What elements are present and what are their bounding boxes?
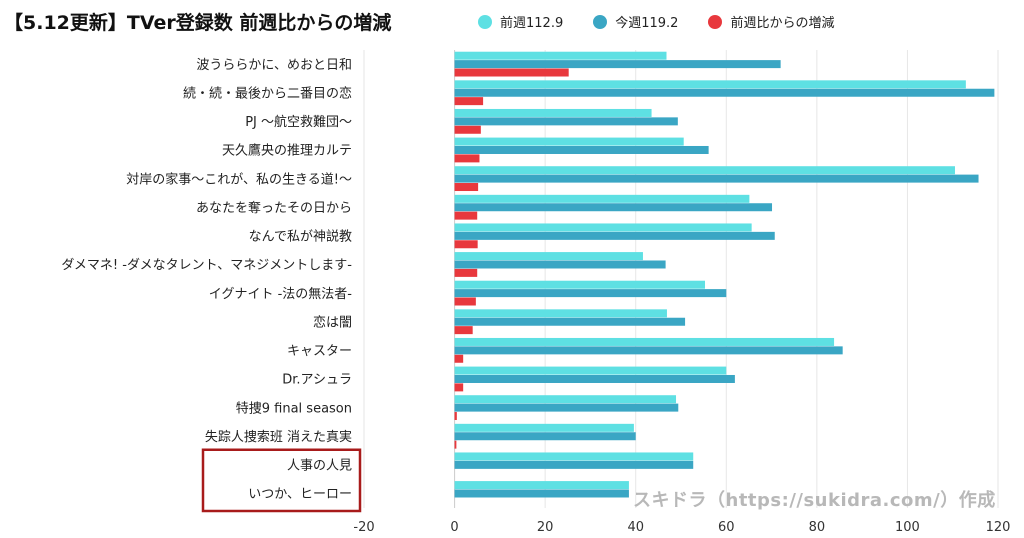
bar-s1-3: [454, 145, 709, 154]
bar-s2-2: [454, 125, 481, 134]
bar-s2-10: [454, 354, 464, 363]
bar-s1-10: [454, 346, 843, 355]
bar-s1-7: [454, 260, 666, 269]
category-label-3: 天久鷹央の推理カルテ: [222, 144, 352, 159]
bar-s0-15: [454, 481, 629, 490]
category-label-4: 対岸の家事〜これが、私の生きる道!〜: [126, 171, 352, 187]
legend-swatch-previous-week: [478, 14, 492, 29]
legend-swatch-change: [708, 14, 723, 29]
bar-s0-12: [454, 395, 677, 404]
bar-s1-6: [454, 231, 775, 240]
x-tick-label-3: 40: [627, 520, 644, 535]
category-label-10: キャスター: [287, 344, 352, 359]
bar-s0-3: [454, 137, 684, 146]
bar-s0-13: [454, 423, 634, 432]
highlight-box: [201, 448, 362, 513]
bar-s2-3: [454, 154, 480, 163]
bar-s0-14: [454, 452, 694, 461]
bar-s1-2: [454, 117, 678, 126]
bar-s2-12: [454, 412, 457, 421]
category-label-2: PJ 〜航空救難団〜: [245, 114, 352, 130]
bar-s0-1: [454, 80, 966, 89]
category-label-1: 続・続・最後から二番目の恋: [183, 85, 352, 101]
chart-title: 【5.12更新】TVer登録数 前週比からの増減: [4, 12, 392, 34]
legend-label-change: 前週比からの増減: [730, 16, 835, 31]
bar-s2-11: [454, 383, 464, 392]
bar-s1-11: [454, 374, 735, 383]
bar-s0-7: [454, 252, 643, 261]
bar-s1-9: [454, 317, 686, 326]
bar-s1-5: [454, 203, 773, 212]
category-label-9: 恋は闇: [313, 314, 352, 330]
legend-item-this-week: 今週119.2: [593, 12, 678, 31]
bar-s2-7: [454, 268, 478, 277]
bar-s1-13: [454, 432, 636, 441]
legend-label-previous-week: 前週112.9: [500, 16, 564, 31]
bar-s2-13: [454, 440, 457, 449]
bar-s1-1: [454, 88, 995, 97]
category-label-5: あなたを奪ったその日から: [196, 200, 352, 216]
bar-s0-2: [454, 108, 652, 117]
x-tick-label-5: 80: [809, 520, 826, 535]
watermark: スキドラ（https://sukidra.com/）作成: [633, 490, 996, 511]
legend-item-change: 前週比からの増減: [708, 12, 834, 31]
bar-s0-9: [454, 309, 667, 318]
bar-s2-6: [454, 240, 478, 249]
bar-s0-4: [454, 166, 955, 175]
bar-s2-5: [454, 211, 478, 220]
category-label-11: Dr.アシュラ: [282, 373, 352, 388]
bar-s2-8: [454, 297, 476, 306]
category-label-0: 波うららかに、めおと日和: [196, 58, 352, 73]
legend: 前週112.9 今週119.2 前週比からの増減: [478, 12, 834, 31]
category-label-8: イグナイト -法の無法者-: [209, 287, 353, 302]
bar-s2-0: [454, 68, 569, 77]
legend-label-this-week: 今週119.2: [615, 16, 679, 31]
bar-s2-4: [454, 183, 479, 192]
bar-s0-6: [454, 223, 752, 232]
category-label-15: いつか、ヒーロー: [248, 487, 352, 502]
bar-s2-9: [454, 326, 473, 335]
x-tick-label-7: 120: [986, 520, 1011, 535]
category-label-14: 人事の人見: [287, 459, 352, 474]
category-label-7: ダメマネ! -ダメなタレント、マネジメントします-: [61, 258, 352, 273]
bar-s1-12: [454, 403, 679, 412]
category-label-12: 特捜9 final season: [236, 401, 352, 416]
bar-s0-10: [454, 337, 835, 346]
bar-s1-15: [454, 489, 629, 498]
x-tick-label-2: 20: [537, 520, 554, 535]
x-tick-label-0: -20: [353, 520, 374, 535]
bar-s1-14: [454, 460, 694, 469]
category-label-13: 失踪人捜索班 消えた真実: [205, 429, 352, 445]
category-label-6: なんで私が神説教: [249, 229, 352, 245]
x-tick-label-6: 100: [895, 520, 920, 535]
bar-s0-8: [454, 280, 706, 289]
bar-s1-0: [454, 60, 781, 69]
legend-swatch-this-week: [593, 14, 608, 29]
x-tick-label-1: 0: [450, 520, 458, 535]
bar-s1-4: [454, 174, 979, 183]
bar-s1-8: [454, 289, 727, 298]
bar-s0-11: [454, 366, 727, 375]
bar-s2-1: [454, 97, 484, 106]
x-tick-label-4: 60: [718, 520, 735, 535]
bar-s0-5: [454, 194, 750, 203]
legend-item-previous-week: 前週112.9: [478, 12, 563, 31]
bar-s0-0: [454, 51, 667, 60]
